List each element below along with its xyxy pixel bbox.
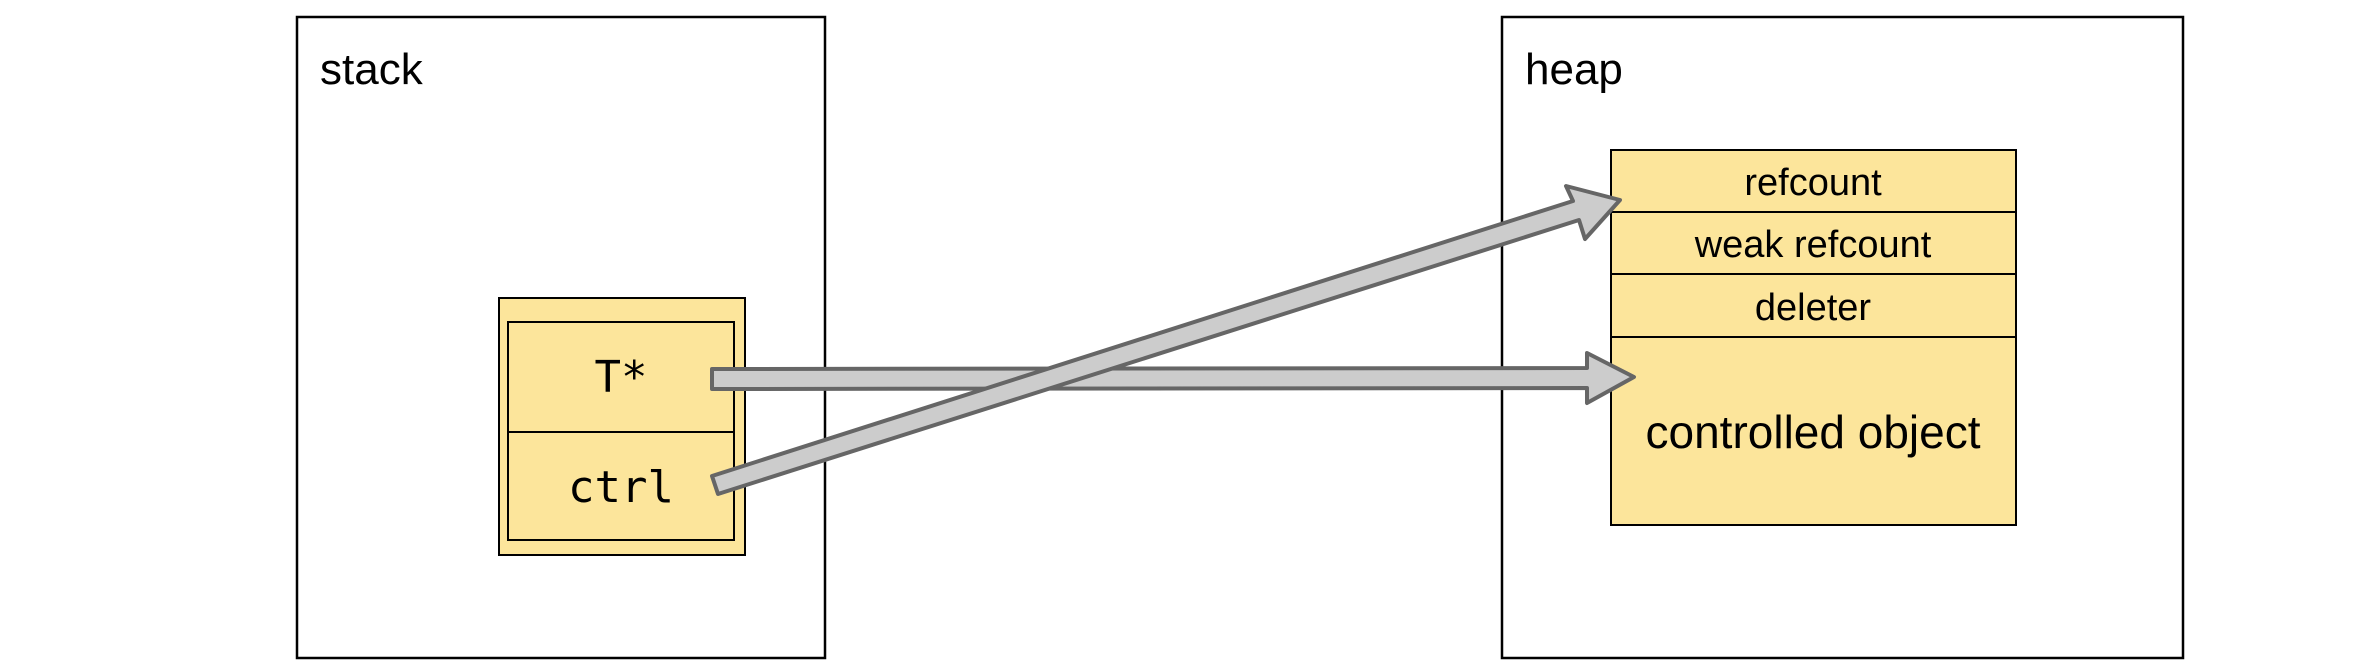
- pointer-arrow: [710, 351, 1636, 405]
- stack-label: stack: [320, 45, 424, 94]
- field-ctrl: ctrl: [568, 462, 674, 513]
- field-refcount: refcount: [1744, 162, 1882, 204]
- field-pointer: T*: [595, 352, 648, 403]
- ctrl-arrow: [710, 184, 1622, 496]
- field-weak-refcount: weak refcount: [1694, 224, 1932, 266]
- field-deleter: deleter: [1755, 287, 1872, 329]
- shared-ptr-box: [498, 297, 746, 556]
- heap-label: heap: [1525, 45, 1623, 94]
- controlled-object-label: controlled object: [1646, 406, 1981, 458]
